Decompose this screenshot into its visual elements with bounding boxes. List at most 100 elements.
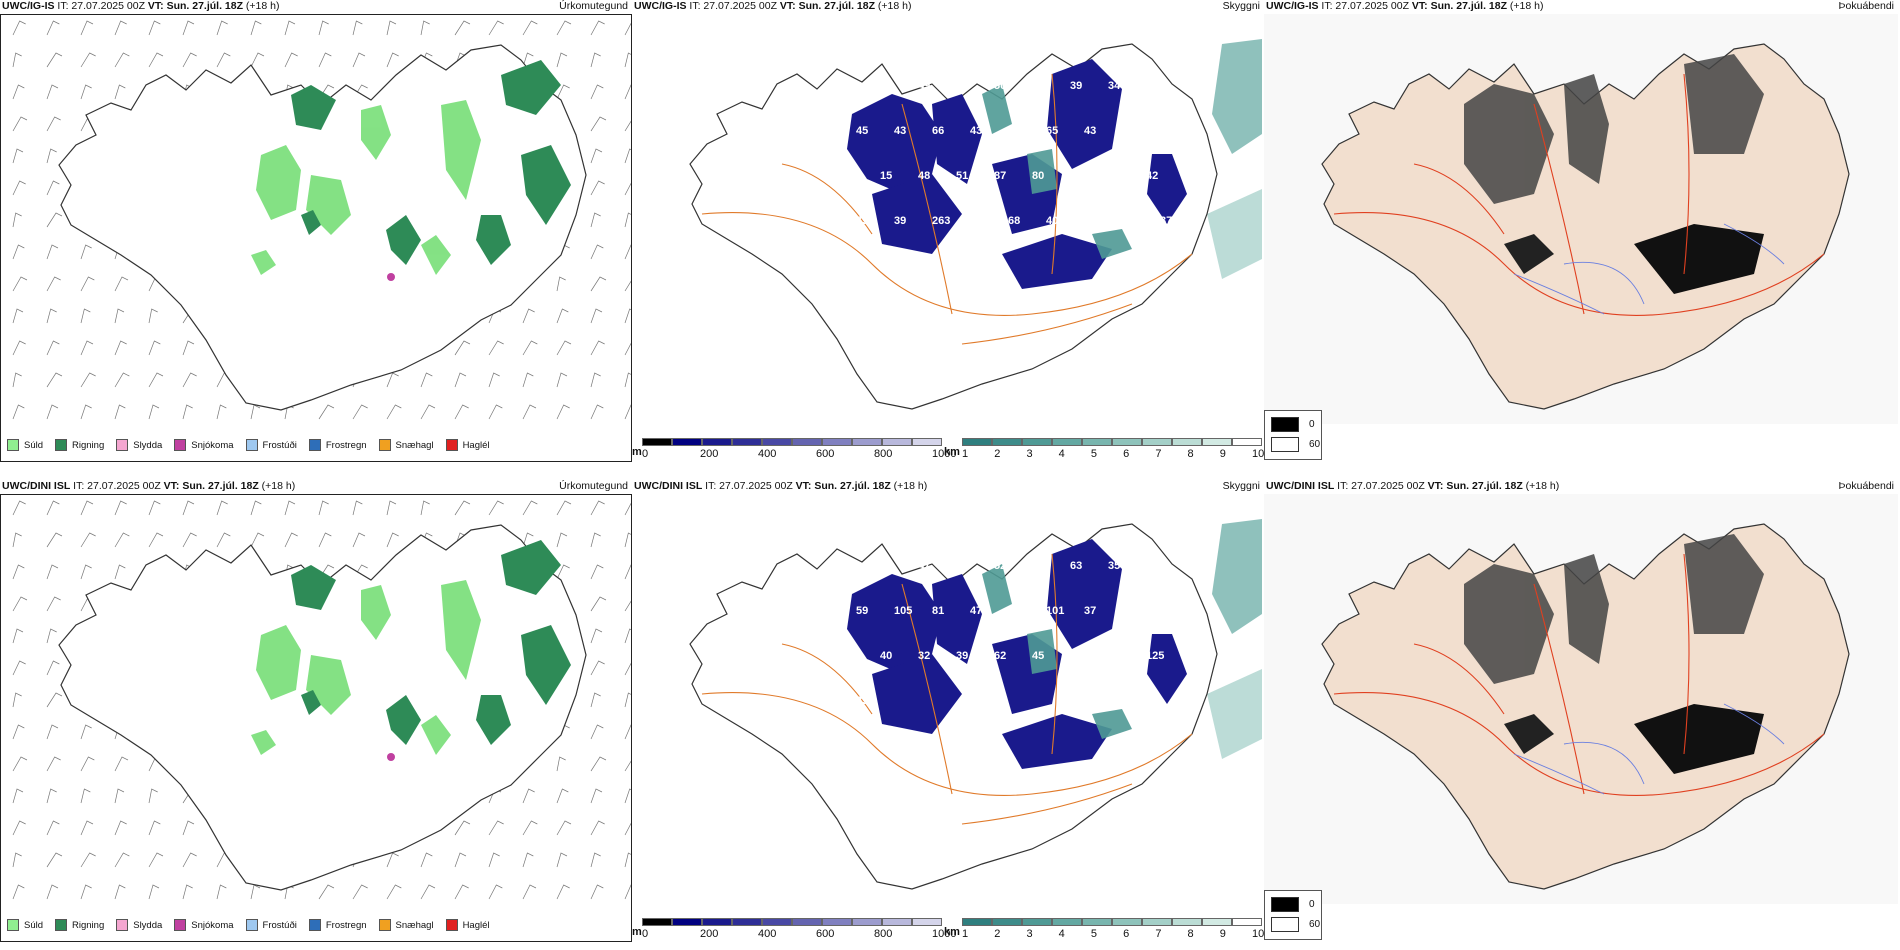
cloudbase-value-label: 43 xyxy=(894,125,906,137)
wind-barb xyxy=(46,692,63,708)
wind-barb xyxy=(12,660,26,676)
colorbar-segment xyxy=(762,438,792,446)
colorbar-segment xyxy=(882,438,912,446)
precip-legend: Súld Rigning Slydda Snjókoma Frostúði Frostre… xyxy=(7,439,502,451)
wind-barb xyxy=(386,404,402,420)
colorbar-tick: 4 xyxy=(1058,448,1065,460)
wind-barb xyxy=(590,404,604,420)
cloudbase-value-label: 37 xyxy=(1084,605,1096,617)
wind-barb xyxy=(386,372,399,388)
wind-barb xyxy=(556,756,566,772)
colorbar-segment xyxy=(882,918,912,926)
wind-barb xyxy=(590,52,601,68)
precip-legend-item: Snjókoma xyxy=(174,919,234,931)
colorbar-tick: 5 xyxy=(1090,448,1097,460)
wind-barb xyxy=(46,500,60,516)
wind-barb xyxy=(250,500,262,516)
wind-barb xyxy=(624,280,631,292)
wind-barb xyxy=(12,756,28,772)
wind-barb xyxy=(182,820,195,836)
wind-barb xyxy=(114,884,126,900)
init-time: IT: 27.07.2025 00Z xyxy=(70,480,164,492)
wind-barb xyxy=(590,596,607,612)
wind-barb xyxy=(12,276,28,292)
colorbar-tick: 0 xyxy=(642,928,649,940)
cloudbase-value-label: 35 xyxy=(842,170,854,182)
wind-barb xyxy=(522,820,538,836)
cloudbase-value-label: 39 xyxy=(956,650,968,662)
wind-barb xyxy=(454,404,469,420)
legend-swatch xyxy=(55,919,68,931)
legend-label: Slydda xyxy=(133,919,163,931)
cloudbase-value-label: 38 xyxy=(1122,125,1134,137)
wind-barb xyxy=(590,340,605,356)
valid-time: VT: Sun. 27.júl. 18Z xyxy=(147,0,244,12)
cloudbase-value-label: 50 xyxy=(994,80,1006,92)
cloudbase-value-label: 39 xyxy=(1146,560,1158,572)
cloudbase-value-label: 33 xyxy=(880,260,892,272)
wind-barb xyxy=(12,628,24,644)
wind-barb xyxy=(46,52,63,68)
wind-barb xyxy=(46,148,57,164)
wind-barb xyxy=(12,116,28,132)
wind-barb xyxy=(46,276,61,292)
legend-swatch xyxy=(308,919,321,931)
cloudbase-value-label: 43 xyxy=(970,125,982,137)
fog-title: Þokuábendi xyxy=(1838,480,1894,492)
wind-barb xyxy=(522,372,534,388)
legend-label: Haglél xyxy=(462,919,490,931)
wind-barb xyxy=(590,276,607,292)
wind-barb xyxy=(624,182,631,196)
colorbar-tick: 8 xyxy=(1187,448,1194,460)
wind-barb xyxy=(590,692,601,708)
valid-time: VT: Sun. 27.júl. 18Z xyxy=(163,480,259,492)
legend-swatch xyxy=(245,439,258,451)
colorbar-tick: 7 xyxy=(1155,448,1162,460)
wind-barb xyxy=(182,852,197,868)
wind-barb xyxy=(12,244,25,260)
precip-map-svg xyxy=(12,500,631,900)
wind-barb xyxy=(624,628,631,644)
fog-legend-item: 60 xyxy=(1271,437,1320,452)
wind-barb xyxy=(12,852,22,868)
wind-barb xyxy=(454,340,471,356)
wind-barb xyxy=(114,340,127,356)
wind-barb xyxy=(12,52,22,68)
wind-barb xyxy=(250,404,261,420)
cloudbase-colorbar: 0 200 400 600 800 1000 xyxy=(642,438,956,462)
wind-barb xyxy=(250,532,265,548)
cloudbase-value-label: 39 xyxy=(1070,80,1082,92)
precip-legend-item: Snjókoma xyxy=(174,439,234,451)
visibility-colorbar: 1 2 3 4 5 6 7 8 9 10 xyxy=(962,918,1264,942)
legend-swatch xyxy=(174,439,187,451)
legend-swatch xyxy=(445,439,458,451)
colorbar-tick: 600 xyxy=(816,928,835,940)
colorbar-segment xyxy=(1142,918,1172,926)
wind-barb xyxy=(590,660,605,676)
cloudbase-value-label: 51 xyxy=(956,170,968,182)
wind-barb xyxy=(284,500,296,516)
cloudbase-value-label: 288 xyxy=(970,215,988,227)
wind-barb xyxy=(488,20,504,36)
legend-label: Snjókoma xyxy=(191,919,234,931)
colorbar-segment xyxy=(792,918,822,926)
colorbar-segment xyxy=(1142,438,1172,446)
wind-barb xyxy=(624,308,631,324)
cloudbase-value-label: 36 xyxy=(1122,215,1134,227)
cloudbase-colorbar: 0 200 400 600 800 1000 xyxy=(642,918,956,942)
legend-label: Snæhagl xyxy=(395,919,434,931)
cloudbase-value-label: 37 xyxy=(1160,215,1172,227)
wind-barb xyxy=(624,22,631,36)
wind-barb xyxy=(624,372,631,388)
colorbar-tick: 1 xyxy=(962,928,969,940)
wind-barb xyxy=(556,852,568,868)
wind-barb xyxy=(284,532,298,548)
cloudbase-value-label: 125 xyxy=(1146,650,1164,662)
fog-header: UWC/IG-IS IT: 27.07.2025 00Z VT: Sun. 27… xyxy=(1266,0,1544,12)
fog-header: UWC/DINI ISL IT: 27.07.2025 00Z VT: Sun.… xyxy=(1266,480,1559,492)
wind-barb xyxy=(386,852,399,868)
wind-barb xyxy=(182,404,193,420)
wind-barb xyxy=(46,308,57,324)
colorbar-tick: 1000 xyxy=(932,928,957,940)
colorbar-tick: 5 xyxy=(1090,928,1097,940)
